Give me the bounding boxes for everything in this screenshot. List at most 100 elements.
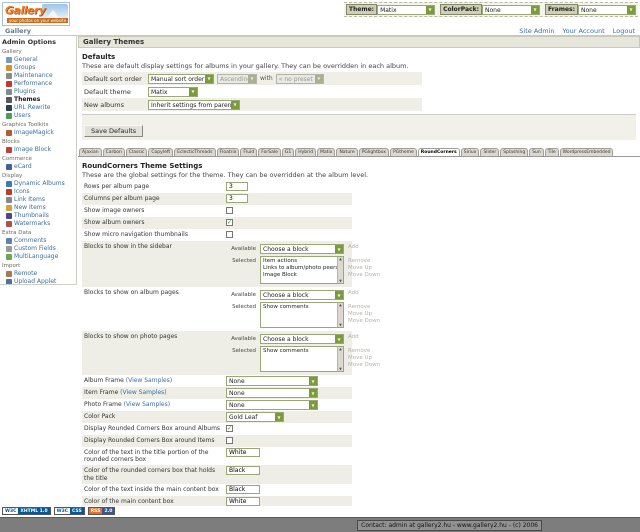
listbox-option[interactable]: Links to album/photo peers xyxy=(263,265,337,272)
tab-slider[interactable]: Slider xyxy=(480,148,500,156)
tab-fluid[interactable]: Fluid xyxy=(240,148,258,156)
listbox-scrollbar[interactable]: ▲ ▼ xyxy=(337,303,343,327)
album-frame-select[interactable]: None ▼ xyxy=(226,376,318,386)
tab-pgtheme[interactable]: PGtheme xyxy=(390,148,417,156)
tab-classic[interactable]: Classic xyxy=(125,148,148,156)
add-block-link[interactable]: Add xyxy=(348,334,359,340)
choose-a-block-select[interactable]: Choose a block ▼ xyxy=(260,244,344,254)
show-micro-navigation-thumbnails-checkbox[interactable] xyxy=(226,231,233,238)
scroll-up-icon[interactable]: ▲ xyxy=(339,257,342,261)
user-link-site-admin[interactable]: Site Admin xyxy=(519,27,555,35)
tab-carbon[interactable]: Carbon xyxy=(102,148,125,156)
add-block-link[interactable]: Add xyxy=(348,290,359,296)
badge-w3c-css[interactable]: W3C CSS xyxy=(53,507,85,515)
user-link-logout[interactable]: Logout xyxy=(612,27,635,35)
tab-wordpressembedded[interactable]: WordpressEmbedded xyxy=(559,148,614,156)
sidebar-item-icons[interactable]: Icons xyxy=(6,188,74,195)
show-image-owners-checkbox[interactable] xyxy=(226,207,233,214)
sidebar-item-general[interactable]: General xyxy=(6,56,74,63)
sidebar-item-comments[interactable]: Comments xyxy=(6,237,74,244)
photo-frame-select[interactable]: None ▼ xyxy=(226,400,318,410)
tab-siriux[interactable]: Siriux xyxy=(460,148,480,156)
move-down-link[interactable]: Move Down xyxy=(348,362,381,368)
selected-blocks-listbox[interactable]: Item actions Links to album/photo peers Im… xyxy=(260,256,344,284)
sidebar-item-themes[interactable]: Themes xyxy=(6,96,74,103)
move-up-link[interactable]: Move Up xyxy=(348,311,373,317)
add-block-link[interactable]: Add xyxy=(348,244,359,250)
show-album-owners-checkbox[interactable]: ✓ xyxy=(226,219,233,226)
item-frame-select[interactable]: None ▼ xyxy=(226,388,318,398)
sidebar-item-ecard[interactable]: eCard xyxy=(6,163,74,170)
rows-per-album-page-input[interactable] xyxy=(226,182,248,191)
display-rounded-corners-box-around-albums-checkbox[interactable]: ✓ xyxy=(226,425,233,432)
listbox-option[interactable]: Image Block xyxy=(263,272,297,279)
selected-blocks-listbox[interactable]: Show comments ▲ ▼ xyxy=(260,302,344,328)
scroll-down-icon[interactable]: ▼ xyxy=(339,323,342,327)
tab-pglightbox[interactable]: PGlightbox xyxy=(358,148,390,156)
color-of-the-main-content-box-input[interactable] xyxy=(226,496,260,506)
sidebar-item-custom-fields[interactable]: Custom Fields xyxy=(6,245,74,252)
listbox-scrollbar[interactable]: ▲ ▼ xyxy=(337,347,343,371)
color-of-the-text-inside-the-main-content-box-input[interactable] xyxy=(226,484,260,494)
sidebar-item-new-items[interactable]: New Items xyxy=(6,204,74,211)
sidebar-item-maintenance[interactable]: Maintenance xyxy=(6,72,74,79)
new-albums-select[interactable]: Inherit settings from parent album▼ xyxy=(148,99,240,110)
scroll-up-icon[interactable]: ▲ xyxy=(339,347,342,351)
choose-a-block-select[interactable]: Choose a block ▼ xyxy=(260,290,344,300)
sidebar-item-performance[interactable]: Performance xyxy=(6,80,74,87)
display-rounded-corners-box-around-items-checkbox[interactable] xyxy=(226,437,233,444)
theme--select[interactable]: Matix ▼ xyxy=(377,4,436,15)
tab-g1[interactable]: G1 xyxy=(281,148,295,156)
gallery-logo[interactable]: Gallery your photos on your website xyxy=(2,2,70,26)
remove-block-link[interactable]: Remove xyxy=(348,258,371,264)
tab-matix[interactable]: Matix xyxy=(317,148,336,156)
save-defaults-button[interactable]: Save Defaults xyxy=(84,125,144,137)
tab-forsale[interactable]: ForSale xyxy=(258,148,281,156)
user-link-your-account[interactable]: Your Account xyxy=(562,27,605,35)
breadcrumb[interactable]: Gallery xyxy=(5,27,32,35)
color-of-the-text-in-the-title-portion-of-the-rounded-corners-box-input[interactable] xyxy=(226,448,260,457)
sidebar-item-watermarks[interactable]: Watermarks xyxy=(6,220,74,227)
tab-splashing[interactable]: Splashing xyxy=(500,148,529,156)
sidebar-item-remote[interactable]: Remote xyxy=(6,270,74,277)
sort-preset-select[interactable]: « no preset » ▼ xyxy=(275,73,324,84)
selected-blocks-listbox[interactable]: Show comments ▲ ▼ xyxy=(260,346,344,372)
move-up-link[interactable]: Move Up xyxy=(348,265,373,271)
tab-ajaxian[interactable]: Ajaxian xyxy=(79,148,102,156)
scroll-down-icon[interactable]: ▼ xyxy=(339,367,342,371)
view-samples-link[interactable]: (View Samples) xyxy=(123,401,171,408)
tab-sun[interactable]: Sun xyxy=(529,148,544,156)
move-down-link[interactable]: Move Down xyxy=(348,318,381,324)
sidebar-item-users[interactable]: Users xyxy=(6,112,74,119)
sidebar-item-imagemagick[interactable]: ImageMagick xyxy=(6,129,74,136)
sidebar-item-url-rewrite[interactable]: URL Rewrite xyxy=(6,104,74,111)
sidebar-item-thumbnails[interactable]: Thumbnails xyxy=(6,212,74,219)
sidebar-item-upload-applet[interactable]: Upload Applet xyxy=(6,278,74,284)
color-of-the-rounded-corners-box-that-holds-the-title-input[interactable] xyxy=(226,466,260,476)
sort-direction-select[interactable]: Ascending▼ xyxy=(217,73,257,84)
scroll-up-icon[interactable]: ▲ xyxy=(339,303,342,307)
sidebar-item-groups[interactable]: Groups xyxy=(6,64,74,71)
move-up-link[interactable]: Move Up xyxy=(348,355,373,361)
listbox-option[interactable]: Show comments xyxy=(263,348,309,354)
listbox-option[interactable]: Show comments xyxy=(263,304,309,310)
remove-block-link[interactable]: Remove xyxy=(348,304,371,310)
default-theme-select[interactable]: Matix ▼ xyxy=(148,86,198,97)
default-sort-order-select[interactable]: Manual sort order ▼ xyxy=(148,73,214,84)
listbox-option[interactable]: Item actions xyxy=(263,258,298,264)
sidebar-item-multilanguage[interactable]: MultiLanguage xyxy=(6,253,74,260)
remove-block-link[interactable]: Remove xyxy=(348,348,371,354)
listbox-scrollbar[interactable]: ▲ ▼ xyxy=(337,257,343,283)
sidebar-item-plugins[interactable]: Plugins xyxy=(6,88,74,95)
tab-copyleft[interactable]: Copyleft xyxy=(148,148,174,156)
tab-floatrix[interactable]: Floatrix xyxy=(216,148,240,156)
tab-roundcorners[interactable]: RoundCorners xyxy=(417,148,460,156)
scroll-down-icon[interactable]: ▼ xyxy=(339,279,342,283)
tab-tile[interactable]: Tile xyxy=(544,148,559,156)
sidebar-item-dynamic-albums[interactable]: Dynamic Albums xyxy=(6,180,74,187)
choose-a-block-select[interactable]: Choose a block ▼ xyxy=(260,334,344,344)
sidebar-item-link-items[interactable]: Link Items xyxy=(6,196,74,203)
colorpack--select[interactable]: None ▼ xyxy=(481,4,540,15)
move-down-link[interactable]: Move Down xyxy=(348,272,381,278)
badge-w3c-xhtml-1-0[interactable]: W3C XHTML 1.0 xyxy=(2,507,51,515)
